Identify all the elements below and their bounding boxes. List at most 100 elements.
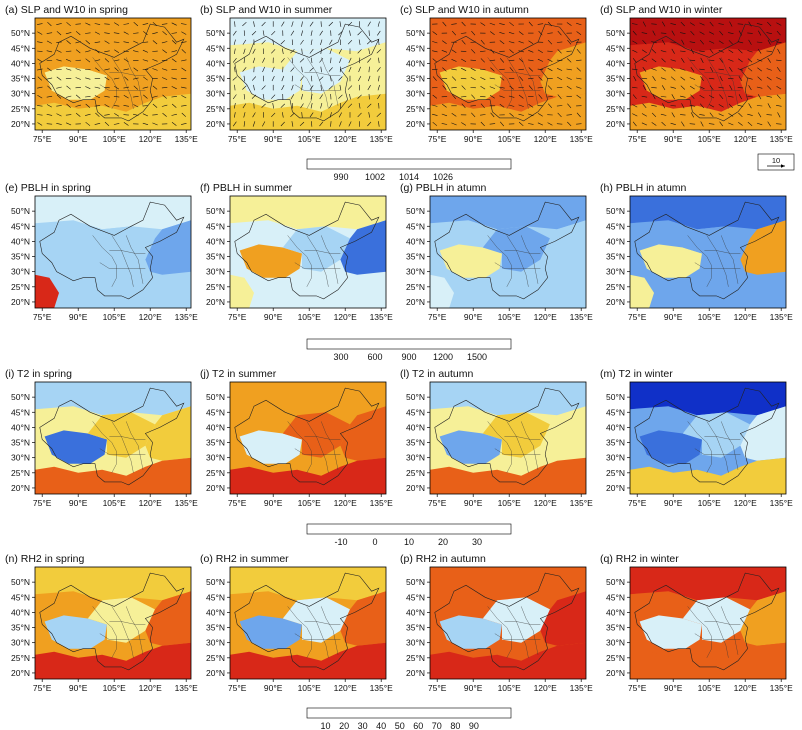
lon-tick-label: 75°E (428, 683, 447, 693)
wind-arrow (114, 67, 119, 72)
country-border (634, 387, 780, 486)
wind-arrow (680, 32, 686, 34)
province-border (287, 606, 312, 658)
wind-arrow (233, 39, 236, 45)
wind-arrow (556, 41, 563, 43)
wind-arrow (528, 77, 534, 80)
wind-arrow (319, 58, 324, 63)
wind-arrow (94, 123, 101, 125)
lon-tick-label: 105°E (298, 683, 322, 693)
wind-arrow (451, 87, 457, 89)
wind-arrow (728, 78, 734, 80)
province-border (111, 606, 134, 658)
wind-arrow (566, 77, 572, 80)
wind-arrow (748, 39, 752, 45)
field-region-east (540, 42, 586, 97)
colorbar-label: -10 (334, 537, 347, 547)
wind-arrow (47, 21, 52, 27)
field-region-east (540, 591, 586, 646)
lon-tick-label: 120°E (334, 312, 358, 322)
wind-arrow (567, 103, 572, 109)
lat-tick-label: 35°N (606, 438, 625, 448)
wind-arrow (461, 58, 467, 63)
wind-arrow (376, 49, 382, 54)
lon-tick-label: 75°E (228, 683, 247, 693)
wind-arrow (290, 112, 295, 118)
wind-arrow (37, 23, 43, 25)
wind-arrow (142, 49, 149, 53)
wind-arrow (737, 41, 744, 44)
wind-arrow (700, 76, 704, 81)
colorbar-label: 990 (333, 172, 348, 182)
wind-arrow (766, 68, 772, 71)
lon-tick-label: 135°E (370, 312, 394, 322)
wind-arrow (85, 77, 91, 80)
lon-tick-label: 90°E (664, 498, 683, 508)
wind-arrow (123, 41, 129, 44)
wind-arrow (281, 85, 285, 91)
lon-tick-label: 75°E (628, 683, 647, 693)
wind-arrow (766, 114, 772, 116)
lat-tick-label: 50°N (206, 392, 225, 402)
wind-arrow (537, 87, 544, 89)
wind-arrow (432, 94, 438, 99)
field-region-south (430, 642, 586, 679)
wind-arrow (328, 85, 334, 90)
wind-arrow (301, 48, 303, 55)
wind-arrow (280, 40, 286, 45)
wind-arrow (737, 104, 744, 107)
wind-arrow (181, 59, 187, 62)
wind-arrow (251, 94, 257, 99)
wind-arrow (499, 95, 505, 98)
lon-tick-label: 90°E (69, 134, 88, 144)
lat-tick-label: 40°N (11, 422, 30, 432)
lat-tick-label: 45°N (11, 221, 30, 231)
wind-arrow (757, 48, 762, 54)
wind-arrow (37, 105, 43, 107)
province-border (287, 235, 312, 287)
wind-arrow (508, 41, 515, 44)
lon-tick-label: 135°E (770, 134, 794, 144)
wind-arrow (133, 21, 139, 27)
panel-title: (q) RH2 in winter (600, 553, 679, 565)
lon-tick-label: 90°E (69, 312, 88, 322)
wind-arrow (47, 85, 52, 90)
panel-frame (629, 381, 787, 495)
lat-tick-label: 25°N (11, 653, 30, 663)
wind-arrow (651, 112, 657, 118)
lat-tick-label: 45°N (406, 592, 425, 602)
wind-arrow (641, 113, 647, 117)
wind-arrow (310, 39, 313, 45)
panel-frame (229, 566, 387, 680)
country-border (634, 201, 780, 300)
wind-arrow (566, 58, 572, 63)
wind-arrow (181, 49, 187, 54)
lat-tick-label: 25°N (606, 468, 625, 478)
wind-arrow (633, 75, 637, 82)
wind-arrow (347, 103, 353, 108)
wind-arrow (728, 32, 734, 34)
wind-arrow (642, 85, 646, 91)
lat-tick-label: 25°N (406, 468, 425, 478)
map-panel-rh2-autumn: (p) RH2 in autumn 50°N 45°N 40°N 35°N 30°N 25°… (400, 553, 593, 693)
wind-arrow (766, 32, 772, 34)
wind-arrow (133, 77, 139, 80)
wind-arrow (547, 32, 553, 34)
province-border (306, 606, 329, 658)
wind-arrow (142, 59, 149, 62)
wind-arrow (152, 59, 158, 62)
field-region-east (540, 406, 586, 461)
wind-arrow (777, 112, 781, 118)
wind-arrow (499, 103, 505, 108)
wind-arrow (632, 94, 637, 99)
wind-arrow (65, 32, 72, 35)
wind-arrow (181, 67, 187, 72)
wind-arrow (66, 22, 71, 27)
lat-tick-label: 20°N (606, 483, 625, 493)
wind-arrow (767, 57, 771, 63)
wind-arrow (528, 85, 533, 90)
panel-frame (429, 381, 587, 495)
province-border (304, 250, 341, 254)
lon-tick-label: 105°E (103, 312, 127, 322)
wind-arrow (490, 49, 495, 54)
